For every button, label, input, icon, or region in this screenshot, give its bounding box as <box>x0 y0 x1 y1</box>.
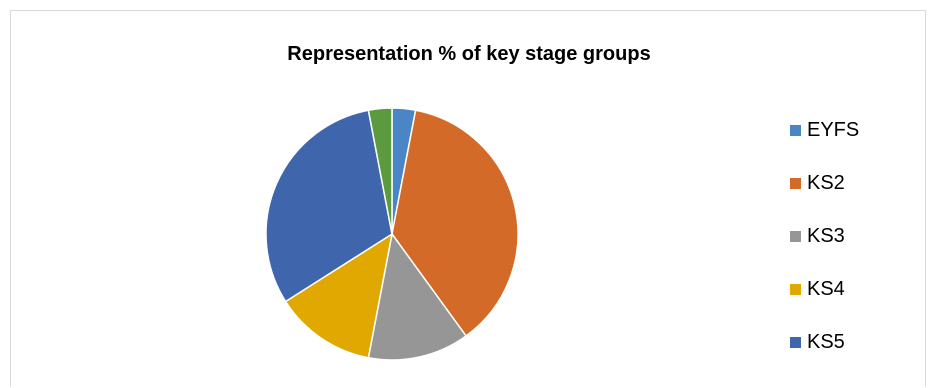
legend-item-ks4: KS4 <box>790 269 845 309</box>
legend-label-eyfs: EYFS <box>807 119 860 141</box>
pie-slice-ks3 <box>367 233 467 361</box>
legend-swatch-ks4 <box>790 283 801 295</box>
legend-label-ks5: KS5 <box>807 331 845 353</box>
legend-label-ks4: KS4 <box>807 278 845 300</box>
legend-item-ks2: KS2 <box>790 163 845 203</box>
pie-slice-ks4 <box>284 233 393 359</box>
pie-slices <box>265 107 519 361</box>
legend-swatch-ks2 <box>790 177 801 189</box>
legend-item-ks5: KS5 <box>790 322 845 362</box>
pie-slice-other <box>367 107 393 235</box>
legend-swatch-eyfs <box>790 124 801 136</box>
legend-item-ks3: KS3 <box>790 216 845 256</box>
legend-label-ks3: KS3 <box>807 225 845 247</box>
legend-swatch-ks3 <box>790 230 801 242</box>
legend-label-ks2: KS2 <box>807 172 845 194</box>
pie-slice-ks2 <box>391 109 519 337</box>
chart-title: Representation % of key stage groups <box>287 43 651 65</box>
legend-swatch-ks5 <box>790 336 801 348</box>
pie-slice-ks5 <box>265 109 393 303</box>
legend-item-eyfs: EYFS <box>790 110 859 150</box>
